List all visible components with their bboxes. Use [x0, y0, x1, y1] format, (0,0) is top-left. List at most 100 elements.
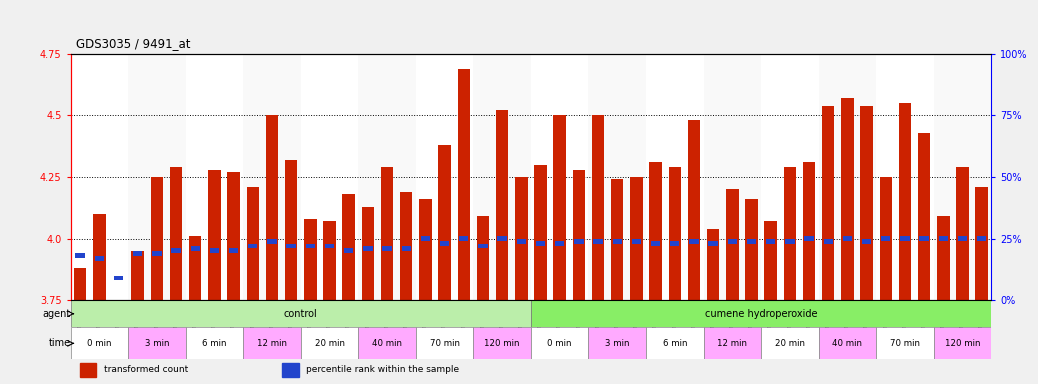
Bar	[189, 236, 201, 300]
Bar	[704, 54, 761, 300]
Text: 70 min: 70 min	[890, 339, 920, 348]
Bar	[440, 241, 449, 246]
Bar	[934, 327, 991, 359]
Bar	[473, 327, 531, 359]
Bar	[71, 327, 128, 359]
Bar	[671, 241, 680, 246]
Bar	[704, 327, 761, 359]
Bar	[248, 243, 257, 248]
Text: percentile rank within the sample: percentile rank within the sample	[306, 365, 460, 374]
Bar	[938, 236, 948, 241]
Bar	[574, 238, 583, 243]
Bar	[186, 327, 243, 359]
Bar	[611, 179, 624, 300]
Bar	[420, 236, 430, 241]
Bar	[934, 54, 991, 300]
Bar	[171, 248, 181, 253]
Bar	[361, 207, 374, 300]
Bar	[862, 238, 871, 243]
Bar	[843, 236, 852, 241]
Bar	[344, 248, 353, 253]
Bar	[764, 221, 776, 300]
Bar	[651, 241, 660, 246]
Bar	[76, 253, 85, 258]
Bar	[363, 246, 373, 251]
Bar	[400, 192, 412, 300]
Bar	[74, 268, 86, 300]
Bar	[536, 241, 545, 246]
Bar	[497, 236, 507, 241]
Bar	[920, 236, 929, 241]
Text: 120 min: 120 min	[945, 339, 980, 348]
Bar	[650, 162, 662, 300]
Bar	[419, 199, 432, 300]
Bar	[689, 238, 699, 243]
Bar	[325, 243, 334, 248]
Bar	[956, 167, 968, 300]
Bar	[381, 167, 393, 300]
Bar	[114, 276, 124, 280]
Text: 0 min: 0 min	[87, 339, 112, 348]
Bar	[709, 241, 718, 246]
Text: 6 min: 6 min	[202, 339, 226, 348]
Bar	[227, 172, 240, 300]
Text: 70 min: 70 min	[430, 339, 460, 348]
Bar	[323, 221, 335, 300]
Bar	[438, 145, 450, 300]
Bar	[243, 327, 301, 359]
Bar	[630, 177, 643, 300]
Bar	[132, 251, 144, 300]
Bar	[496, 111, 509, 300]
Bar	[688, 120, 701, 300]
Bar	[266, 115, 278, 300]
Bar	[382, 246, 391, 251]
Bar	[170, 167, 183, 300]
Bar	[416, 327, 473, 359]
Text: 120 min: 120 min	[485, 339, 520, 348]
Text: 0 min: 0 min	[547, 339, 572, 348]
Bar	[191, 246, 200, 251]
Bar	[861, 106, 873, 300]
Bar	[876, 327, 934, 359]
Text: GDS3035 / 9491_at: GDS3035 / 9491_at	[76, 37, 190, 50]
Text: 3 min: 3 min	[144, 339, 169, 348]
Bar	[358, 54, 416, 300]
Bar	[286, 243, 296, 248]
Text: time: time	[49, 338, 71, 348]
Bar	[728, 238, 737, 243]
Bar	[210, 248, 219, 253]
Bar	[802, 162, 815, 300]
Bar	[841, 98, 853, 300]
Bar	[592, 115, 604, 300]
Bar	[479, 243, 488, 248]
Bar	[473, 54, 531, 300]
Bar	[243, 54, 301, 300]
Text: 6 min: 6 min	[662, 339, 687, 348]
Bar	[80, 363, 97, 377]
Text: transformed count: transformed count	[104, 365, 188, 374]
Bar	[976, 187, 988, 300]
Bar	[766, 238, 775, 243]
Bar	[305, 243, 315, 248]
Bar	[268, 238, 277, 243]
Bar	[128, 54, 186, 300]
Bar	[745, 199, 758, 300]
Bar	[229, 248, 239, 253]
Bar	[301, 327, 358, 359]
Bar	[589, 327, 646, 359]
Bar	[112, 300, 125, 303]
Text: agent: agent	[43, 309, 71, 319]
Bar	[761, 327, 819, 359]
Text: 3 min: 3 min	[605, 339, 629, 348]
Text: 20 min: 20 min	[775, 339, 804, 348]
Bar	[476, 217, 489, 300]
Bar	[785, 238, 794, 243]
Bar	[646, 327, 704, 359]
Bar	[535, 165, 547, 300]
Bar	[881, 236, 891, 241]
Bar	[71, 300, 531, 327]
Bar	[668, 167, 681, 300]
Bar	[823, 238, 832, 243]
Bar	[573, 170, 585, 300]
Text: 40 min: 40 min	[832, 339, 863, 348]
